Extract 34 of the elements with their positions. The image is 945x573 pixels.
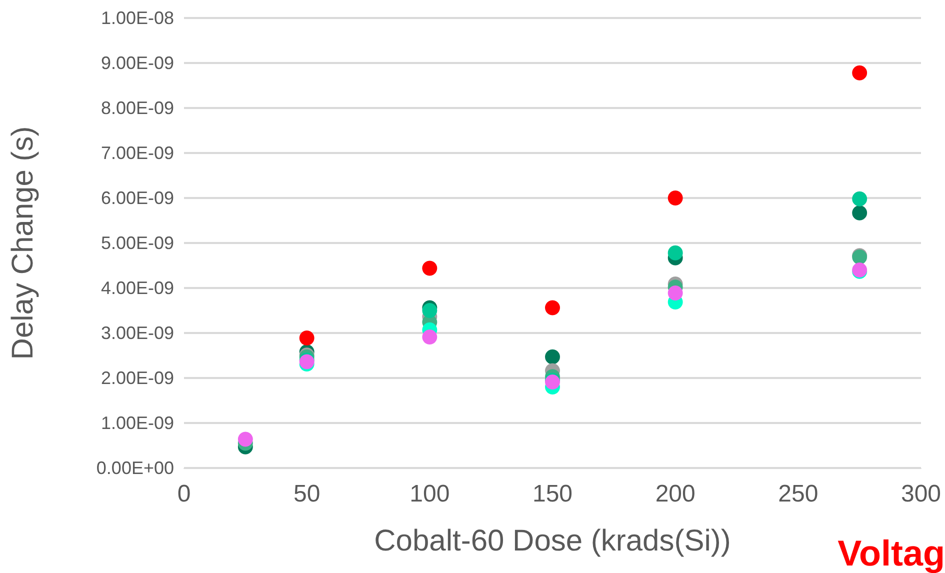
point (852, 191, 868, 206)
y-tick-label: 7.00E-09 (100, 143, 174, 163)
x-tick-label: 0 (177, 480, 191, 508)
x-tick-label: 150 (532, 480, 573, 508)
y-axis-title: Delay Change (s) (6, 126, 40, 360)
y-tick-label: 4.00E-09 (100, 278, 174, 298)
y-tick-label: 3.00E-09 (100, 323, 174, 343)
point (422, 330, 438, 345)
point (668, 190, 683, 206)
point (299, 330, 314, 346)
y-tick-label: 1.00E-08 (100, 8, 174, 28)
point (238, 432, 253, 447)
point (852, 205, 868, 220)
y-tick-label: 0.00E+00 (96, 458, 174, 478)
point (422, 260, 438, 276)
x-tick-label: 200 (655, 480, 696, 508)
y-tick-label: 9.00E-09 (100, 53, 174, 73)
x-tick-label: 300 (900, 480, 942, 508)
point (422, 303, 438, 318)
x-tick-label: 100 (410, 480, 450, 508)
point (545, 300, 560, 316)
y-tick-label: 5.00E-09 (100, 233, 174, 253)
point (852, 65, 868, 80)
y-tick-label: 8.00E-09 (100, 98, 174, 118)
point (668, 285, 683, 300)
y-tick-label: 2.00E-09 (100, 368, 174, 388)
x-axis-title: Cobalt-60 Dose (krads(Si)) (374, 524, 731, 558)
y-tick-label: 1.00E-09 (100, 413, 174, 433)
y-tick-label: 6.00E-09 (100, 188, 174, 208)
text: Voltag (838, 532, 945, 573)
point (545, 349, 560, 364)
point (668, 245, 683, 260)
x-tick-label: 250 (778, 480, 818, 508)
x-tick-label: 50 (293, 480, 320, 508)
